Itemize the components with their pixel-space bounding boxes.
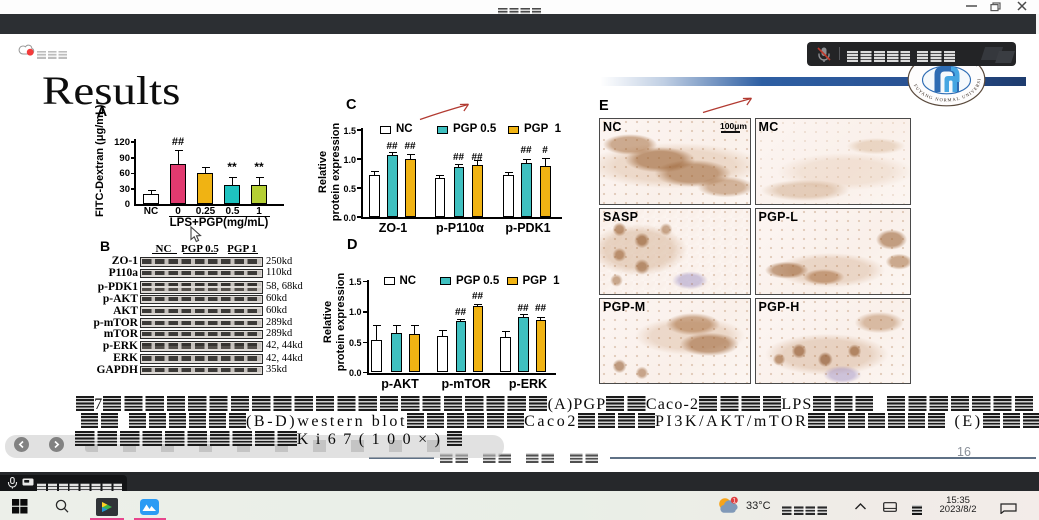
- svg-text:1: 1: [733, 498, 737, 505]
